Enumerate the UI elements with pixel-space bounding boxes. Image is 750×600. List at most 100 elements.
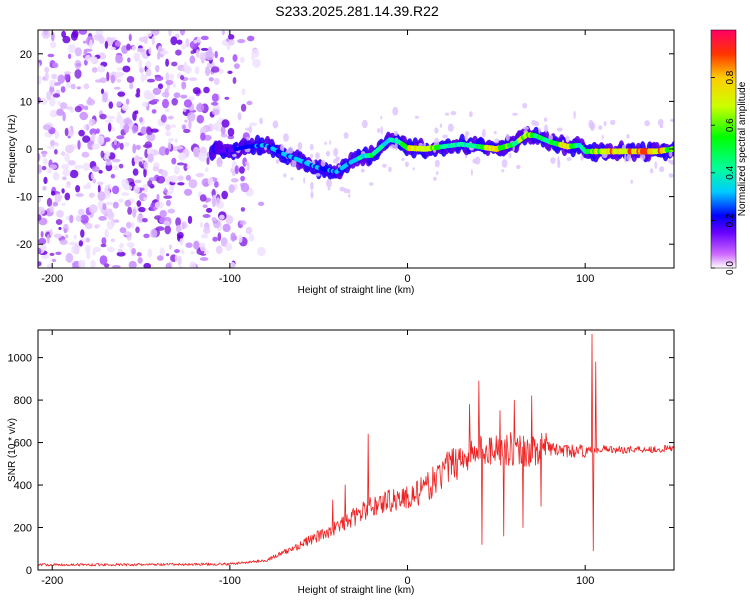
spectrogram-noise-blob [113,219,120,223]
ridge-scatter [392,106,399,116]
ridge-scatter [588,119,594,129]
ridge-scatter [543,117,548,122]
spectrogram-noise-blob [143,197,148,201]
spectrogram-noise-blob [78,129,85,137]
spectrogram-noise-blob [128,33,132,42]
spectrogram-ytick-label: 10 [20,96,32,108]
spectrogram-noise-blob [146,147,154,156]
spectrogram-noise-blob [222,223,231,233]
spectrogram-noise-blob [132,168,139,176]
spectrogram-noise-blob [70,83,76,90]
ridge-scatter [573,110,576,120]
spectrogram-noise-blob [128,260,137,268]
ridge-scatter [339,186,346,192]
spectrogram-noise-blob [50,31,55,42]
spectrogram-noise-blob [183,163,188,172]
spectrogram-noise-blob [99,77,107,84]
spectrogram-noise-blob [38,214,42,221]
spectrogram-noise-blob [239,56,245,64]
ridge-scatter [348,194,351,198]
spectrogram-noise-blob [89,56,98,63]
spectrogram-noise-blob [245,127,250,131]
ridge-scatter [315,173,321,177]
spectrogram-noise-blob [220,133,228,138]
spectrogram-noise-blob [98,53,107,60]
spectrogram-noise-blob [96,65,106,73]
spectrogram-noise-blob [57,74,65,84]
spectrogram-noise-blob [114,40,121,47]
spectrogram-noise-blob [74,164,83,170]
spectrogram-noise-blob [181,81,187,90]
spectrogram-noise-blob [83,83,90,90]
spectrogram-noise-blob [137,48,145,53]
spectrogram-noise-blob [89,39,93,50]
spectrogram-noise-blob [86,181,91,190]
spectrogram-noise-blob [207,63,214,68]
ridge-scatter [404,161,409,168]
spectrogram-noise-blob [65,144,74,154]
ridge-scatter [644,120,650,127]
spectrogram-noise-blob [169,175,178,183]
spectrogram-noise-blob [135,226,140,234]
spectrogram-noise-blob [248,233,255,242]
spectrogram-noise-blob [107,211,115,220]
spectrogram-noise-blob [38,75,42,85]
spectrogram-noise-blob [120,192,130,196]
ridge-scatter [433,176,437,181]
spectrogram-noise-blob [119,227,127,234]
spectrogram-noise-blob [46,264,54,268]
spectrogram-noise-blob [125,98,130,105]
ridge-scatter [283,173,287,178]
spectrogram-noise-blob [126,76,135,83]
spectrogram-noise-blob [49,252,55,256]
ridge-scatter [333,147,339,157]
spectrogram-noise-blob [90,173,94,180]
spectrogram-noise-blob [167,138,175,142]
ridge-scatter [494,138,500,144]
spectrogram-noise-blob [258,201,265,206]
spectrogram-noise-blob [180,94,188,99]
snr-xtick-label: -200 [41,575,63,587]
ridge-scatter [639,153,646,161]
spectrogram-ytick-label: 20 [20,49,32,61]
spectrogram-noise-blob [228,184,235,194]
ridge-scatter [414,115,419,119]
spectrogram-noise-blob [119,142,124,150]
ridge-scatter [369,182,374,186]
spectrogram-noise-blob [136,200,142,207]
spectrogram-noise-blob [65,184,72,189]
ridge-scatter [566,157,572,162]
spectrogram-noise-blob [61,164,70,170]
spectrogram-noise-blob [49,41,57,49]
spectrogram-noise-blob [181,221,187,229]
spectrogram-noise-blob [162,98,169,109]
spectrogram-noise-blob [143,160,149,170]
spectrogram-noise-blob [124,142,130,147]
spectrogram-noise-blob [145,60,152,69]
spectrogram-noise-blob [140,72,145,83]
ridge-scatter [659,166,665,173]
ridge-scatter [310,153,313,158]
snr-xtick-label: 100 [576,575,594,587]
spectrogram-xtick-label: -100 [219,273,241,285]
spectrogram-noise-blob [105,201,114,206]
spectrogram-noise-blob [150,128,159,133]
spectrogram-noise-blob [220,125,226,135]
spectrogram-noise-blob [163,187,167,194]
spectrogram-noise-blob [143,262,151,268]
spectrogram-noise-blob [52,93,61,98]
ridge-scatter [327,187,331,191]
spectrogram-noise-blob [42,185,47,191]
spectrogram-noise-blob [102,92,108,102]
spectrogram-noise-blob [171,61,178,67]
spectrogram-noise-blob [44,66,50,73]
spectrogram-noise-blob [62,176,67,181]
ridge-scatter [630,179,633,184]
ridge-scatter [246,136,250,141]
ridge-scatter [380,116,383,120]
ridge-scatter [309,143,314,151]
spectrogram-noise-blob [123,123,130,134]
ridge-scatter [603,121,607,127]
